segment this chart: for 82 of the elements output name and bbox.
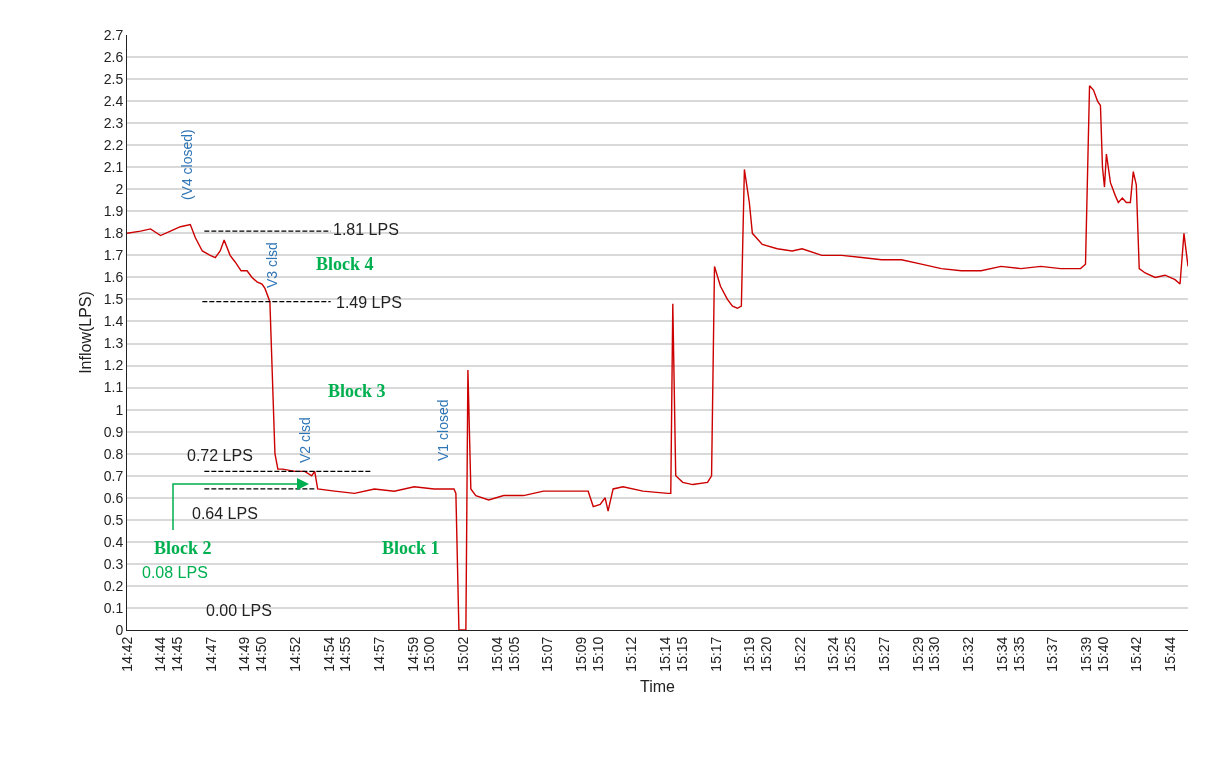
y-tick-label: 0.6 bbox=[103, 489, 124, 506]
y-tick-label: 1.4 bbox=[103, 313, 124, 330]
x-tick-label: 14:50 bbox=[253, 636, 270, 672]
y-tick-label: 1.9 bbox=[103, 203, 124, 220]
x-tick-label: 15:15 bbox=[673, 636, 690, 672]
y-tick-label: 1.7 bbox=[103, 247, 124, 264]
x-tick-label: 15:22 bbox=[791, 636, 808, 672]
x-tick-label: 14:55 bbox=[337, 636, 354, 672]
x-tick-label: 15:07 bbox=[539, 636, 556, 672]
y-tick-label: 2.7 bbox=[103, 26, 124, 43]
y-tick-label: 2 bbox=[115, 181, 124, 198]
annotation: 0.72 LPS bbox=[187, 447, 253, 464]
x-tick-label: 14:59 bbox=[404, 636, 421, 672]
y-tick-label: 1.8 bbox=[103, 225, 124, 242]
y-tick-label: 0 bbox=[115, 621, 124, 638]
y-tick-label: 2.2 bbox=[103, 137, 124, 154]
y-tick-label: 1.1 bbox=[103, 379, 124, 396]
y-tick-label: 2.1 bbox=[103, 159, 124, 176]
y-axis-title: Inflow(LPS) bbox=[76, 291, 94, 374]
y-tick-label: 2.4 bbox=[103, 93, 124, 110]
x-tick-label: 14:49 bbox=[236, 636, 253, 672]
x-tick-label: 15:30 bbox=[926, 636, 943, 672]
y-tick-label: 0.5 bbox=[103, 511, 124, 528]
annotation: 1.81 LPS bbox=[333, 221, 399, 238]
x-tick-label: 15:42 bbox=[1128, 636, 1145, 672]
x-tick-label: 15:02 bbox=[455, 636, 472, 672]
y-tick-label: 0.4 bbox=[103, 533, 124, 550]
x-tick-label: 15:09 bbox=[572, 636, 589, 672]
y-tick-label: 0.7 bbox=[103, 467, 124, 484]
y-tick-label: 2.5 bbox=[103, 70, 124, 87]
annotation: Block 4 bbox=[316, 254, 374, 274]
x-tick-label: 15:00 bbox=[421, 636, 438, 672]
x-tick-label: 15:17 bbox=[707, 636, 724, 672]
x-tick-label: 15:40 bbox=[1094, 636, 1111, 672]
x-tick-label: 15:27 bbox=[875, 636, 892, 672]
annotation: (V4 closed) bbox=[179, 129, 196, 201]
x-tick-label: 15:37 bbox=[1044, 636, 1061, 672]
annotation: V2 clsd bbox=[297, 417, 314, 464]
x-tick-label: 15:20 bbox=[758, 636, 775, 672]
y-tick-label: 0.3 bbox=[103, 555, 124, 572]
x-tick-label: 14:45 bbox=[169, 636, 186, 672]
x-tick-label: 15:04 bbox=[488, 636, 505, 672]
x-tick-label: 14:47 bbox=[202, 636, 219, 672]
y-tick-label: 2.3 bbox=[103, 115, 124, 132]
x-tick-label: 15:29 bbox=[909, 636, 926, 672]
x-tick-label: 15:25 bbox=[842, 636, 859, 672]
y-tick-label: 1.2 bbox=[103, 357, 124, 374]
x-tick-label: 14:54 bbox=[320, 636, 337, 672]
x-tick-label: 15:12 bbox=[623, 636, 640, 672]
x-tick-label: 15:14 bbox=[657, 636, 674, 672]
x-tick-label: 15:44 bbox=[1161, 636, 1178, 672]
x-tick-label: 14:52 bbox=[286, 636, 303, 672]
annotation: 1.49 LPS bbox=[336, 294, 402, 311]
annotation: V3 clsd bbox=[264, 242, 281, 289]
x-tick-label: 15:34 bbox=[993, 636, 1010, 672]
y-tick-label: 0.8 bbox=[103, 445, 124, 462]
y-tick-label: 0.2 bbox=[103, 577, 124, 594]
x-axis-title: Time bbox=[640, 678, 676, 696]
annotation: Block 2 bbox=[154, 538, 212, 558]
y-tick-label: 2.6 bbox=[103, 48, 124, 65]
annotation: Block 3 bbox=[328, 381, 386, 401]
x-tick-label: 15:19 bbox=[741, 636, 758, 672]
y-tick-label: 0.9 bbox=[103, 423, 124, 440]
y-tick-label: 1 bbox=[115, 401, 124, 418]
y-tick-label: 1.5 bbox=[103, 291, 124, 308]
x-tick-label: 14:44 bbox=[152, 636, 169, 672]
x-tick-label: 15:10 bbox=[589, 636, 606, 672]
annotation: Block 1 bbox=[382, 538, 440, 558]
x-tick-label: 15:39 bbox=[1077, 636, 1094, 672]
x-tick-label: 15:24 bbox=[825, 636, 842, 672]
annotation: 0.00 LPS bbox=[206, 602, 272, 619]
annotation: 0.08 LPS bbox=[142, 564, 208, 581]
y-tick-label: 1.6 bbox=[103, 269, 124, 286]
y-tick-label: 1.3 bbox=[103, 335, 124, 352]
x-tick-label: 15:05 bbox=[505, 636, 522, 672]
annotation: 0.64 LPS bbox=[192, 505, 258, 522]
x-tick-label: 14:42 bbox=[118, 636, 135, 672]
y-tick-label: 0.1 bbox=[103, 599, 124, 616]
x-tick-label: 15:32 bbox=[960, 636, 977, 672]
x-tick-label: 14:57 bbox=[371, 636, 387, 672]
x-tick-label: 15:35 bbox=[1010, 636, 1027, 672]
annotation: V1 closed bbox=[434, 399, 451, 461]
